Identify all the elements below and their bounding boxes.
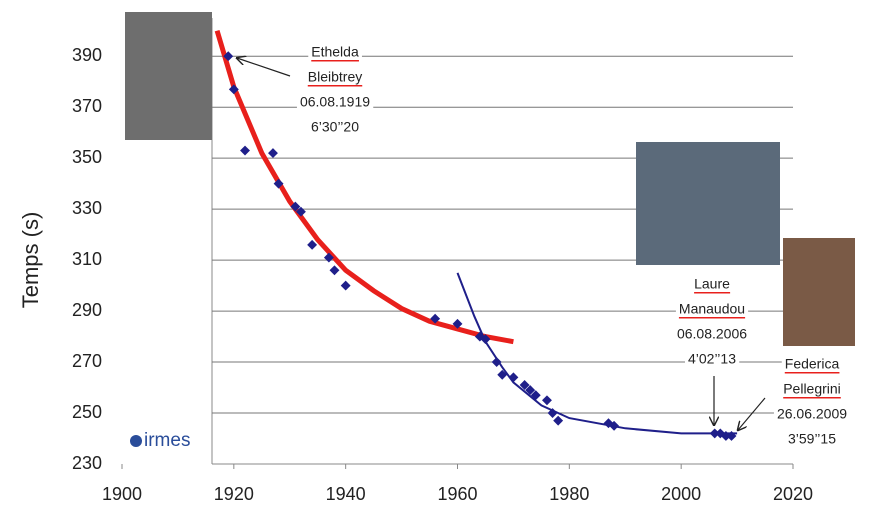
x-tick-label: 1920 (214, 484, 254, 504)
grid (121, 18, 794, 469)
annotation-bg (780, 379, 844, 398)
annotation: 6’30’’20 (311, 119, 359, 135)
data-point (609, 420, 620, 431)
annotation: 4’02’’13 (688, 351, 736, 367)
photo (636, 142, 780, 265)
annotation-bg (784, 429, 840, 448)
annotation: Laure (694, 276, 730, 292)
data-point (290, 201, 301, 212)
y-tick-label: 270 (72, 351, 102, 371)
annotation-bg (675, 299, 749, 318)
data-point (329, 265, 340, 276)
data-point (497, 369, 508, 380)
x-tick-label: 1940 (326, 484, 366, 504)
logo: irmes (144, 430, 190, 451)
data-point (430, 313, 441, 324)
annotation: 06.08.1919 (300, 94, 370, 110)
data-point (268, 148, 278, 159)
photo (783, 238, 855, 346)
annotation: Ethelda (311, 44, 359, 60)
data-point (530, 390, 541, 401)
y-tick-label: 370 (72, 96, 102, 116)
annotation: Pellegrini (783, 381, 841, 397)
y-tick-label: 350 (72, 147, 102, 167)
annotation: 3’59’’15 (788, 431, 836, 447)
data-point (323, 252, 334, 263)
y-tick-label: 330 (72, 198, 102, 218)
logo-icon (130, 435, 142, 447)
data-point (295, 206, 306, 217)
annotation-bg (308, 42, 362, 61)
data-point (240, 145, 250, 156)
data-point (228, 84, 239, 95)
annotation: 06.08.2006 (677, 326, 747, 342)
data-point (709, 428, 720, 439)
data-point (553, 415, 564, 426)
y-tick-label: 310 (72, 249, 102, 269)
y-tick-label: 290 (72, 300, 102, 320)
arrow (237, 58, 291, 77)
annotation-bg (296, 92, 374, 111)
y-tick-label: 390 (72, 45, 102, 65)
data-point (542, 395, 552, 406)
annotation-bg (773, 404, 851, 423)
annotation-bg (684, 349, 740, 368)
data-point (508, 372, 519, 383)
annotation-bg (781, 354, 843, 373)
fit-curve (456, 272, 738, 435)
data-point (273, 178, 284, 189)
annotation: Manaudou (679, 301, 745, 317)
data-point (547, 408, 558, 418)
data-point (480, 334, 491, 345)
annotation-bg (307, 117, 363, 136)
data-point (452, 318, 463, 329)
annotation-bg (691, 274, 734, 293)
x-tick-label: 1900 (102, 484, 142, 504)
annotation: Federica (785, 356, 840, 372)
x-tick-label: 1960 (437, 484, 477, 504)
data-point (720, 431, 731, 441)
annotation: 26.06.2009 (777, 406, 847, 422)
x-tick-label: 2020 (773, 484, 813, 504)
annotation: Bleibtrey (308, 69, 362, 85)
photo (125, 12, 212, 140)
data-point (340, 280, 351, 291)
data-point (525, 385, 536, 396)
x-tick-label: 1980 (549, 484, 589, 504)
data-point (726, 431, 737, 441)
fit-curve (214, 29, 514, 345)
data-point (491, 357, 502, 368)
y-tick-label: 230 (72, 453, 102, 473)
x-tick-label: 2000 (661, 484, 701, 504)
data-point (519, 380, 530, 390)
y-axis-label: Temps (s) (18, 212, 43, 309)
annotation-bg (304, 67, 366, 86)
arrow (738, 397, 766, 430)
y-tick-label: 250 (72, 402, 102, 422)
data-point (307, 239, 318, 250)
annotation-bg (673, 324, 751, 343)
data-point (223, 51, 234, 62)
